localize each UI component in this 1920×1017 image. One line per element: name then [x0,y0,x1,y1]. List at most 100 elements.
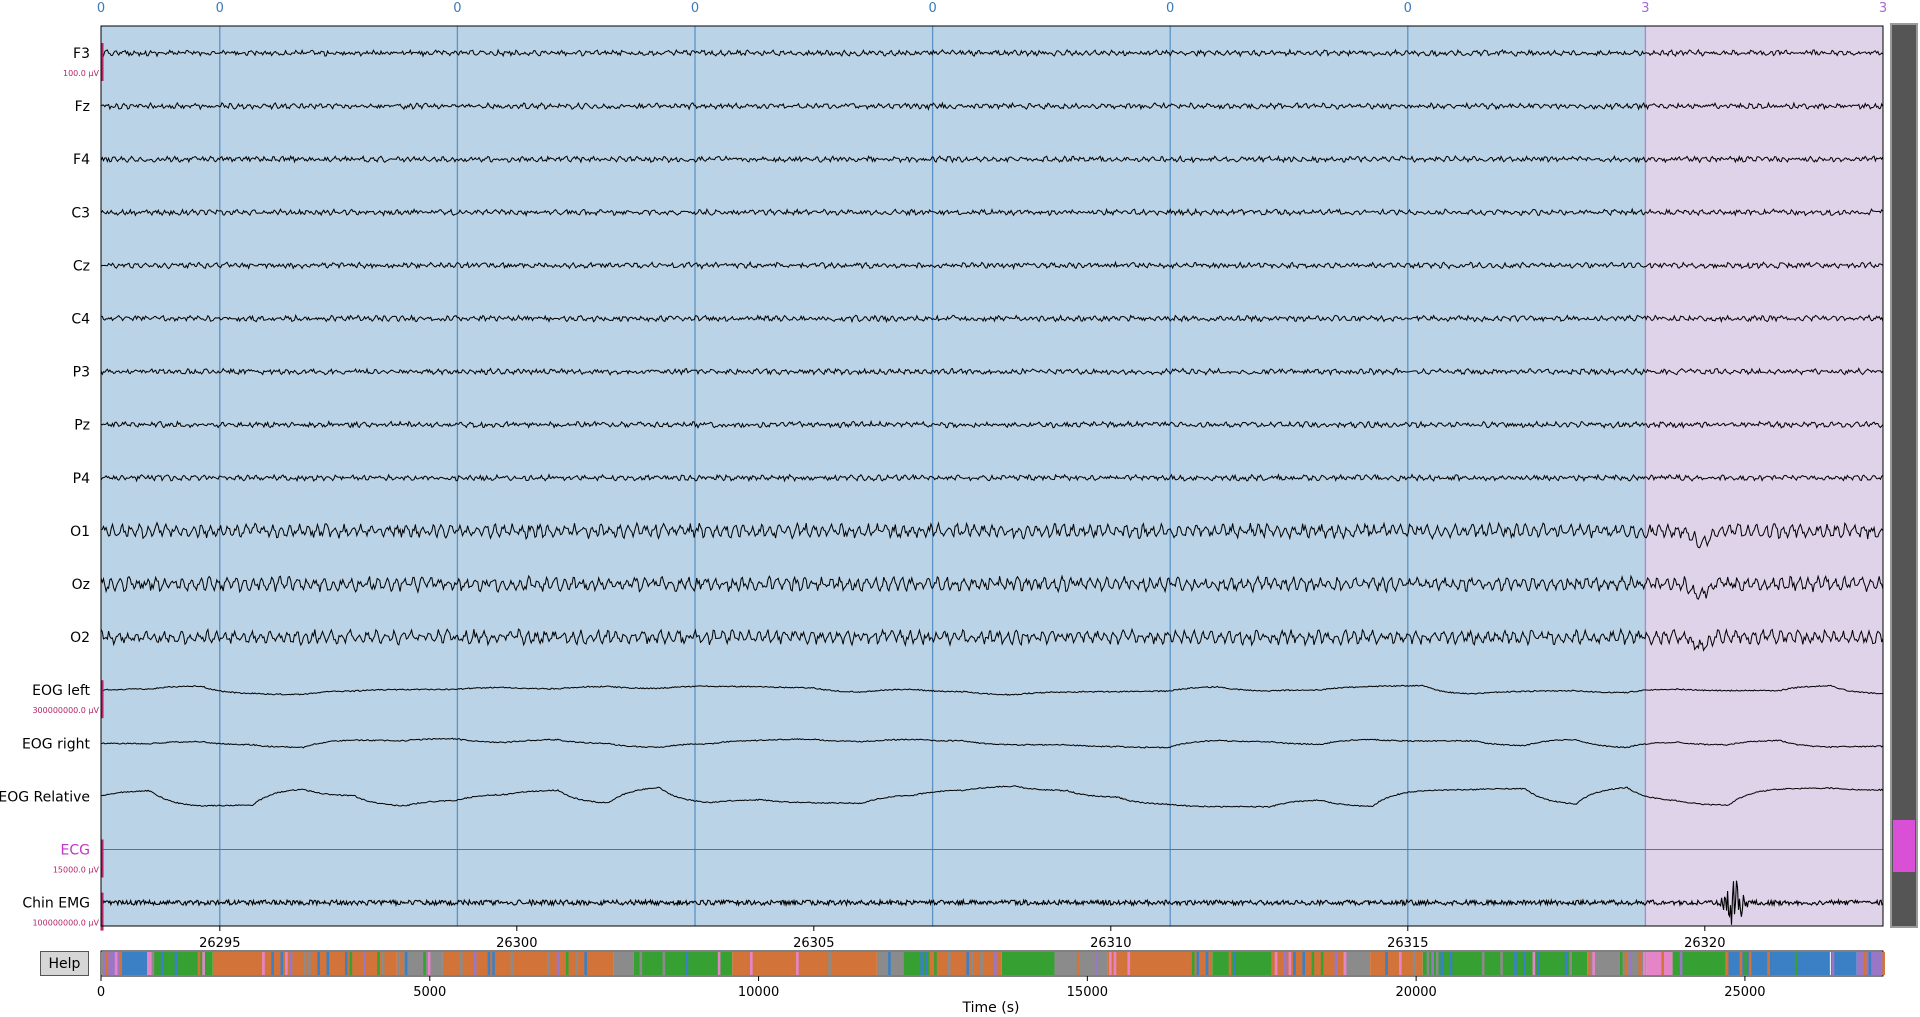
channel-label[interactable]: O1 [70,524,90,540]
overview-stripe [1063,952,1066,975]
overview-tick-label: 15000 [1067,985,1108,1000]
help-button[interactable]: Help [40,951,89,976]
overview-stripe [1624,952,1628,975]
epoch-label: 0 [453,1,461,16]
epoch-label: 0 [1166,1,1174,16]
overview-stripe [105,952,109,975]
channel-label[interactable]: EOG Relative [0,789,90,805]
time-tick-label: 26300 [496,936,537,951]
epoch-labels: 0 0 0 0 0 0 0 3 3 [97,1,1887,16]
overview-segment [633,952,733,975]
vertical-scrollbar[interactable] [1890,23,1918,928]
channel-label[interactable]: Chin EMG [22,896,90,912]
overview-stripe [1233,952,1236,975]
overview-stripe [1035,952,1039,975]
overview-stripe [151,952,155,975]
channel-label[interactable]: P4 [73,471,90,487]
overview-stripe [685,952,689,975]
overview-stripe [1196,952,1200,975]
epoch-label: 0 [691,1,699,16]
overview-stripe [197,952,201,975]
channel-label[interactable]: EOG right [22,736,91,752]
channel-label[interactable]: F4 [73,152,90,168]
channel-label[interactable]: ECG [61,843,90,859]
overview-stripe [1863,952,1867,975]
overview-stripe [1343,952,1347,975]
overview-segment [1587,952,1647,975]
overview-stripe [114,952,118,975]
overview-stripe [828,952,831,975]
scale-bar-label: 300000000.0 µV [32,706,99,715]
overview-stripe [1288,952,1292,975]
overview-stripe [966,952,969,975]
epoch-label: 3 [1641,1,1649,16]
time-tick-label: 26295 [199,936,240,951]
overview-stripe [1431,952,1434,975]
overview-stripe [1127,952,1131,975]
overview-stripe [423,952,426,975]
overview-stripe [717,952,721,975]
overview-stripe [1767,952,1770,975]
channel-label[interactable]: O2 [70,630,90,646]
overview-stripe [1514,952,1517,975]
scrollbar-thumb[interactable] [1893,820,1915,872]
overview-stripe [1739,952,1743,975]
epoch-region [695,26,933,926]
overview-stripe [1435,952,1439,975]
overview-stripe [510,952,514,975]
overview-segment [120,952,148,975]
overview-stripe [1449,952,1453,975]
overview-stripe [1661,952,1665,975]
channel-labels[interactable]: F3 Fz F4 C3 Cz C4 P3 Pz P4 O1 Oz O2 EOG left EOG righ… [0,46,91,912]
overview-stripe [1320,952,1324,975]
channel-label[interactable]: EOG left [32,683,90,699]
trace-chin-emg [100,880,1884,925]
trace-eog-left [100,684,1884,696]
trace-pz [100,419,1884,430]
overview-stripe [1794,952,1798,975]
scale-bars: 100.0 µV 300000000.0 µV 15000.0 µV 10000000… [32,43,104,931]
overview-stripe [1302,952,1306,975]
overview-stripe [1095,952,1098,975]
channel-label[interactable]: Cz [73,258,90,274]
epoch-region [932,26,1171,926]
overview-segment [147,952,154,975]
overview-tick-label: 25000 [1724,985,1765,1000]
channel-label[interactable]: C3 [71,205,90,221]
trace-p3 [100,367,1884,377]
overview-stripe [556,952,560,975]
trace-oz [100,574,1884,600]
overview-stripe [1629,952,1632,975]
channel-label[interactable]: Oz [72,577,90,593]
overview-stripe [1076,952,1080,975]
channel-label[interactable]: F3 [73,46,90,62]
overview-stripe [1606,952,1609,975]
overview-stripe [579,952,583,975]
channel-label[interactable]: P3 [73,365,90,381]
overview-stripe [137,952,141,975]
scrollbar-track[interactable] [1890,23,1918,928]
overview-stripe [924,952,928,975]
overview-stripe [1491,952,1494,975]
overview-stripe [427,952,431,975]
channel-label[interactable]: Pz [74,418,90,434]
overview-segment [732,952,877,975]
overview-stripe [1744,952,1747,975]
overview-stripe [344,952,348,975]
overview-stripe [1412,952,1416,975]
channel-label[interactable]: C4 [71,312,90,328]
overview-stripe [1274,952,1278,975]
trace-fz [100,101,1884,111]
overview-stripe [1219,952,1223,975]
overview-stripe [1500,952,1503,975]
trace-o2 [100,627,1884,652]
overview-bar[interactable] [100,950,1885,977]
overview-stripe [1481,952,1485,975]
overview-segment [1107,952,1213,975]
overview-stripe [1748,952,1752,975]
overview-stripe [565,952,569,975]
channel-label[interactable]: Fz [75,99,90,115]
overview-stripe [147,952,150,975]
overview-stripe [1109,952,1112,975]
trace-p4 [100,473,1884,483]
